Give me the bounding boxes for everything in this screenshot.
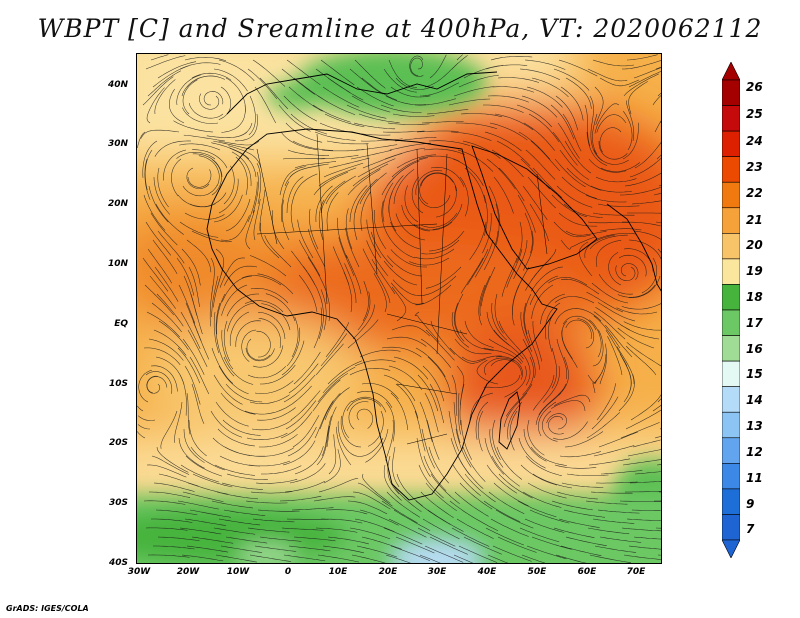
- colorbar-label: 19: [746, 264, 763, 278]
- colorbar-swatch: [722, 437, 740, 464]
- colorbar-label: 12: [746, 445, 763, 459]
- x-tick-label: 30W: [127, 567, 151, 577]
- x-tick-label: 60E: [577, 567, 597, 577]
- coastline-india: [606, 203, 661, 292]
- coastline-europe: [226, 71, 498, 115]
- colorbar-swatch: [722, 258, 740, 285]
- colorbar-label: 21: [746, 213, 763, 227]
- colorbar-label: 7: [746, 522, 755, 536]
- colorbar-swatch: [722, 207, 740, 234]
- x-tick-label: 0: [284, 567, 292, 577]
- colorbar-top-triangle: [722, 62, 740, 81]
- colorbar-label: 25: [746, 107, 763, 121]
- y-tick-label: 20S: [108, 438, 128, 448]
- colorbar-swatch: [722, 411, 740, 439]
- colorbar-label: 18: [746, 290, 763, 304]
- colorbar-label: 20: [746, 238, 763, 252]
- wbpt-streamline-field: [137, 54, 661, 563]
- y-tick-label: 40N: [107, 80, 128, 90]
- colorbar-label: 26: [746, 80, 763, 94]
- streamlines: [137, 54, 661, 563]
- colorbar-label: 22: [746, 186, 763, 200]
- colorbar-swatch: [722, 105, 740, 132]
- colorbar-bottom-triangle: [722, 539, 740, 558]
- colorbar-swatch: [722, 463, 740, 490]
- colorbar-swatch: [722, 79, 740, 106]
- colorbar-label: 24: [746, 134, 763, 148]
- map-title: WBPT [C] and Sreamline at 400hPa, VT: 20…: [37, 14, 763, 43]
- borders: [256, 133, 548, 445]
- coastline-madagascar: [498, 391, 521, 450]
- colorbar-swatch: [722, 360, 740, 387]
- y-tick-label: 20N: [107, 199, 128, 209]
- x-tick-label: 10W: [226, 567, 250, 577]
- colorbar-label: 15: [746, 367, 763, 381]
- colorbar-swatch: [722, 233, 740, 260]
- colorbar-label: 11: [746, 471, 763, 485]
- y-tick-label: 10N: [107, 259, 128, 269]
- map-plot-area: [136, 53, 662, 564]
- x-tick-label: 20W: [176, 567, 200, 577]
- colorbar-label: 17: [746, 316, 763, 330]
- x-tick-label: 20E: [378, 567, 398, 577]
- colorbar-label: 13: [746, 419, 763, 433]
- coastline-arabia: [471, 145, 598, 270]
- x-tick-label: 10E: [328, 567, 348, 577]
- colorbar-swatch: [722, 181, 740, 209]
- colorbar-label: 16: [746, 342, 763, 356]
- colorbar-label: 23: [746, 160, 763, 174]
- colorbar-swatch: [722, 156, 740, 183]
- y-tick-label: 10S: [108, 379, 128, 389]
- grads-credit: GrADS: IGES/COLA: [6, 604, 89, 613]
- coastlines: [206, 71, 661, 501]
- colorbar-swatch: [722, 130, 740, 157]
- colorbar-swatch: [722, 514, 740, 541]
- x-tick-label: 30E: [427, 567, 447, 577]
- colorbar-label: 14: [746, 393, 763, 407]
- colorbar-swatch: [722, 284, 740, 311]
- streamline-paths: [137, 54, 661, 563]
- colorbar-swatch: [722, 335, 740, 362]
- y-tick-label: 40S: [108, 558, 128, 568]
- colorbar-swatch: [722, 309, 740, 336]
- x-tick-label: 40E: [477, 567, 497, 577]
- colorbar-swatch: [722, 386, 740, 413]
- y-tick-label: 30S: [108, 498, 128, 508]
- y-tick-label: 30N: [107, 139, 128, 149]
- colorbar: [722, 62, 740, 558]
- coastline-africa: [206, 128, 558, 501]
- x-tick-label: 50E: [527, 567, 547, 577]
- y-tick-label: EQ: [114, 319, 128, 329]
- colorbar-label: 9: [746, 497, 755, 511]
- x-tick-label: 70E: [626, 567, 646, 577]
- colorbar-swatch: [722, 488, 740, 515]
